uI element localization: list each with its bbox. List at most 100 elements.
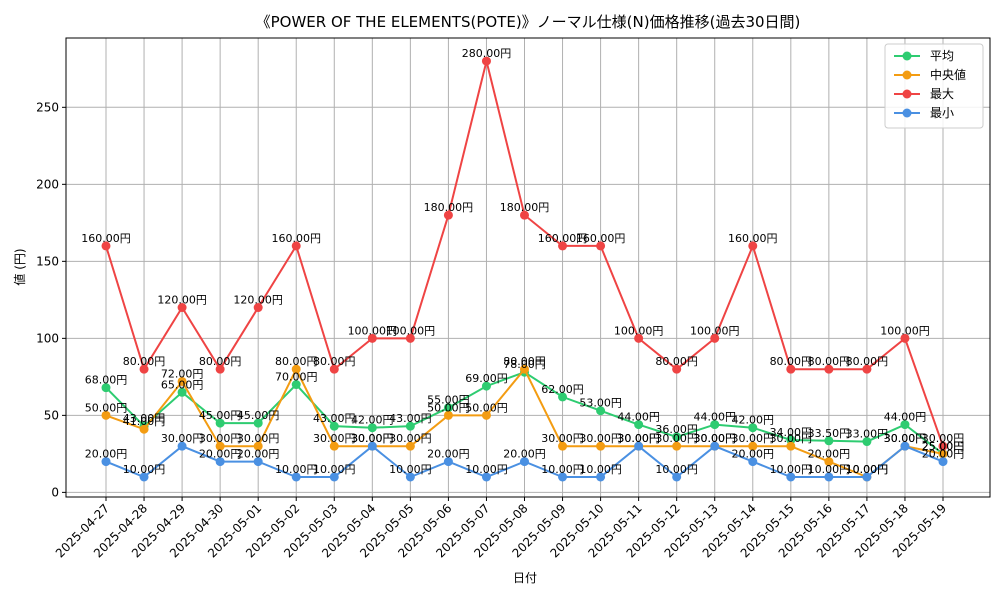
y-tick-label: 50 [44, 408, 59, 422]
data-point [177, 387, 187, 397]
data-point [672, 472, 682, 482]
data-label: 55.00円 [427, 394, 470, 407]
data-label: 70.00円 [275, 371, 318, 384]
data-label: 72.00円 [161, 367, 204, 380]
data-point [748, 423, 758, 433]
data-label: 30.00円 [922, 432, 965, 445]
data-label: 160.00円 [81, 232, 131, 245]
data-label: 10.00円 [123, 463, 166, 476]
data-label: 10.00円 [846, 463, 889, 476]
data-label: 80.00円 [846, 355, 889, 368]
data-label: 120.00円 [157, 294, 207, 307]
data-point [634, 441, 644, 451]
data-point [139, 472, 149, 482]
data-label: 20.00円 [922, 448, 965, 461]
data-point [786, 472, 796, 482]
data-point [596, 441, 606, 451]
data-label: 80.00円 [199, 355, 242, 368]
data-point [443, 457, 453, 467]
data-label: 80.00円 [313, 355, 356, 368]
data-label: 36.00円 [655, 423, 698, 436]
data-point [938, 441, 948, 451]
y-tick-label: 100 [36, 331, 59, 345]
data-label: 20.00円 [808, 448, 851, 461]
data-point [596, 406, 606, 416]
data-label: 80.00円 [655, 355, 698, 368]
data-point [596, 472, 606, 482]
data-label: 30.00円 [541, 432, 584, 445]
data-label: 20.00円 [199, 448, 242, 461]
data-label: 10.00円 [770, 463, 813, 476]
data-label: 65.00円 [161, 378, 204, 391]
data-point [481, 410, 491, 420]
data-point [558, 472, 568, 482]
data-point [481, 56, 491, 66]
data-label: 20.00円 [503, 448, 546, 461]
data-point [862, 472, 872, 482]
data-label: 10.00円 [313, 463, 356, 476]
data-point [900, 420, 910, 430]
data-label: 44.00円 [693, 411, 736, 424]
data-point [824, 457, 834, 467]
data-point [329, 441, 339, 451]
y-tick-label: 150 [36, 254, 59, 268]
data-point [520, 364, 529, 374]
y-axis-ticks: 0 50 100 150 200 250 [36, 100, 66, 499]
y-tick-label: 0 [51, 485, 59, 499]
x-axis-ticks: 2025-04-272025-04-282025-04-292025-04-30… [53, 497, 949, 560]
plot-frame [65, 37, 991, 498]
data-label: 160.00円 [728, 232, 778, 245]
data-point [367, 441, 377, 451]
data-label: 30.00円 [389, 432, 432, 445]
legend-label: 中央値 [930, 67, 966, 82]
data-point [481, 381, 491, 391]
data-label: 10.00円 [389, 463, 432, 476]
data-point [443, 210, 453, 220]
data-point [215, 457, 225, 467]
data-point [938, 449, 948, 459]
data-point [672, 441, 682, 451]
data-label: 45.00円 [199, 409, 242, 422]
data-point [900, 441, 910, 451]
data-label: 50.00円 [85, 401, 128, 414]
data-label: 62.00円 [541, 383, 584, 396]
data-label: 41.00円 [123, 415, 166, 428]
data-point [443, 410, 453, 420]
data-point [824, 436, 834, 446]
data-label: 69.00円 [465, 372, 508, 385]
data-label: 45.00円 [237, 409, 280, 422]
data-label: 160.00円 [538, 232, 588, 245]
data-label: 30.00円 [351, 432, 394, 445]
data-point [824, 364, 834, 374]
data-label: 80.00円 [808, 355, 851, 368]
data-point [367, 423, 377, 433]
data-point [520, 210, 529, 220]
data-point [101, 457, 111, 467]
data-label: 100.00円 [348, 324, 398, 337]
data-label: 33.50円 [808, 427, 851, 440]
data-point [748, 241, 758, 251]
data-point [177, 303, 187, 313]
legend-swatch-marker [902, 108, 912, 118]
data-label: 42.00円 [351, 414, 394, 427]
data-label: 80.00円 [770, 355, 813, 368]
data-label: 10.00円 [541, 463, 584, 476]
data-point [139, 424, 149, 434]
data-label: 78.00円 [503, 358, 546, 371]
data-label: 100.00円 [386, 324, 436, 337]
data-point [672, 432, 682, 442]
data-point [558, 441, 568, 451]
data-point [329, 364, 339, 374]
data-label: 50.00円 [465, 401, 508, 414]
data-label: 80.00円 [275, 355, 318, 368]
data-label: 10.00円 [846, 463, 889, 476]
data-label: 10.00円 [655, 463, 698, 476]
data-label: 25.00円 [922, 440, 965, 453]
data-label: 50.00円 [427, 401, 470, 414]
data-label: 100.00円 [690, 324, 740, 337]
data-point [177, 441, 187, 451]
legend-label: 平均 [930, 49, 954, 63]
data-point [672, 364, 682, 374]
